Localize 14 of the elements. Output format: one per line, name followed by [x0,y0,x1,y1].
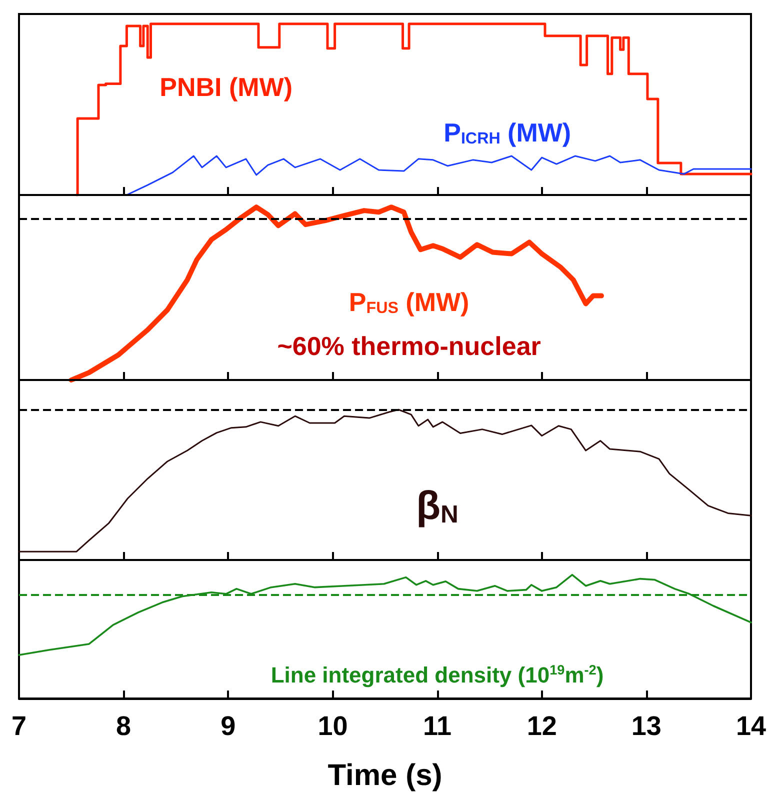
x-tick-label: 8 [116,711,132,741]
x-tick-label: 9 [220,711,236,741]
series-label: PICRH (MW) [444,118,572,148]
x-tick-label: 12 [526,711,557,741]
x-axis-title: Time (s) [328,759,442,792]
series-label: PNBI (MW) [160,72,292,102]
x-tick-label: 14 [736,711,766,741]
series-label: βN [416,484,458,528]
x-tick-label: 11 [423,711,452,741]
x-tick-label: 10 [318,711,348,741]
annotation: ~60% thermo-nuclear [277,330,541,361]
series-label: PFUS (MW) [348,287,470,318]
x-tick-label: 7 [11,711,27,741]
x-tick-label: 13 [631,711,662,741]
